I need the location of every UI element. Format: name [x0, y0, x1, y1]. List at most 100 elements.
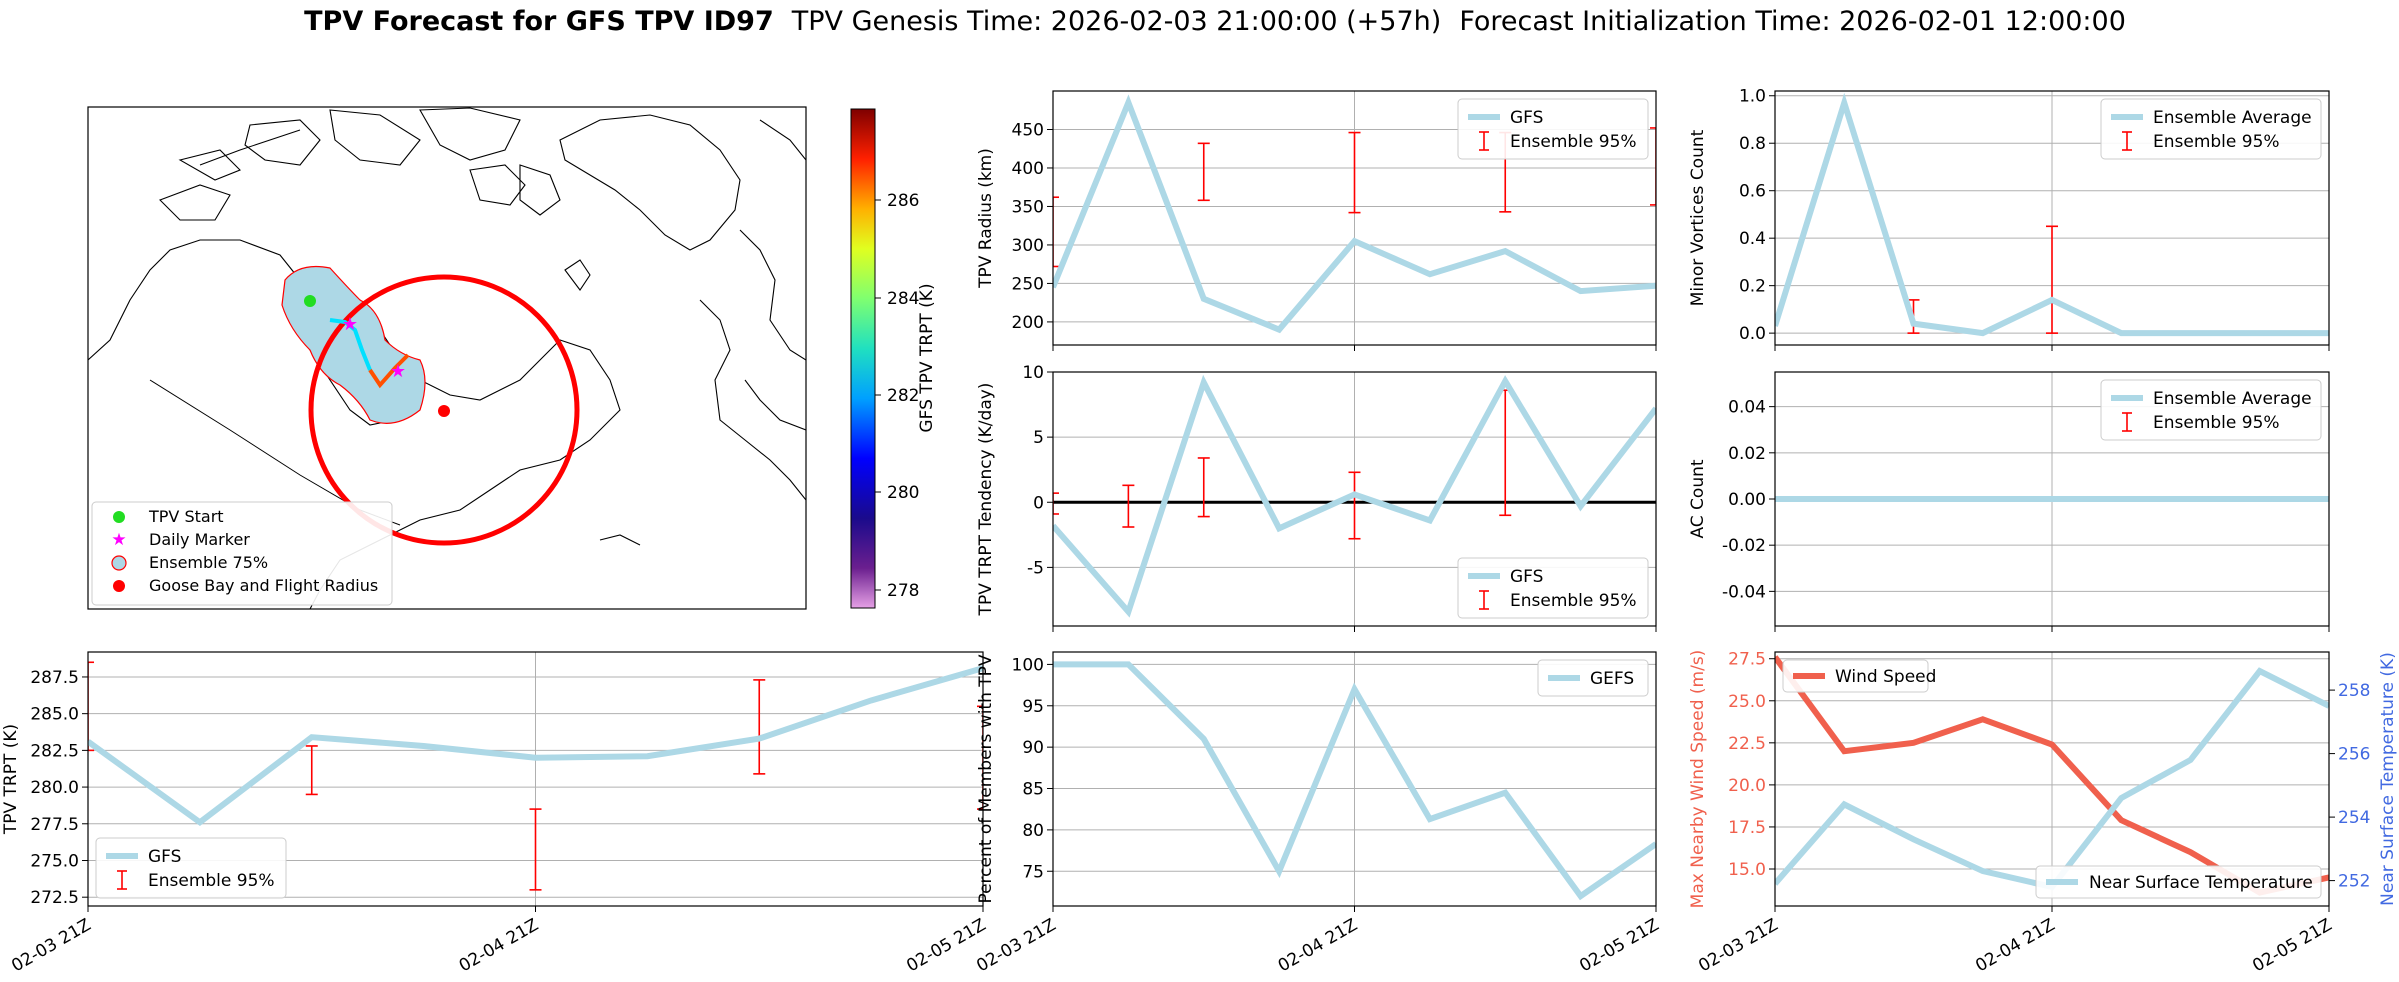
chart-ac: -0.04 -0.02 0.00 0.02 0.04 AC Count Ensemble A…	[1688, 371, 2330, 632]
y-tick-label: 277.5	[30, 815, 79, 835]
legend-box	[2035, 865, 2322, 899]
y-tick-label: 287.5	[30, 668, 79, 688]
ensemble-errorbar	[1053, 492, 1059, 515]
legend: GEFS	[1537, 659, 1649, 697]
y-tick-label: -0.04	[1722, 582, 1766, 602]
title-init: Forecast Initialization Time: 2026-02-01…	[1459, 6, 2126, 37]
data-layer	[1053, 374, 1656, 618]
flight-radius-circle	[308, 274, 580, 546]
legend-label: GFS	[1510, 567, 1543, 587]
y-axis-label: AC Count	[1688, 459, 1708, 538]
legend-box	[2100, 379, 2322, 441]
data-layer	[88, 661, 983, 891]
y-tick-label: 400	[1012, 159, 1044, 179]
legend-errorbar-icon	[117, 870, 127, 890]
legend-daily-marker: Daily Marker	[149, 530, 250, 549]
ensemble-errorbar	[305, 745, 318, 796]
y-tick-label: 20.0	[1728, 776, 1766, 796]
legend-label: Ensemble 95%	[2153, 413, 2280, 433]
plot-frame	[1774, 371, 2330, 627]
legend-goose-bay: Goose Bay and Flight Radius	[149, 576, 378, 595]
ensemble-errorbar	[88, 661, 94, 752]
y-tick-label: 80	[1022, 821, 1044, 841]
y-tick-label: 90	[1022, 738, 1044, 758]
x-tick-label: 02-03 21Z	[973, 915, 1059, 976]
y-tick-label: 5	[1033, 428, 1044, 448]
chart-panels: 200 250 300 350 400 450 TPV Radius (km) GFS Ense…	[1, 87, 2398, 977]
y-tick-label: 0.8	[1739, 134, 1766, 154]
legend-errorbar-icon	[1479, 131, 1489, 151]
plot-frame	[1052, 651, 1657, 907]
y-axis-label: Max Nearby Wind Speed (m/s)	[1688, 650, 1708, 909]
colorbar-label: GFS TPV TRPT (K)	[917, 283, 937, 432]
ensemble-errorbar	[1122, 484, 1135, 528]
y-tick-label: 282.5	[30, 741, 79, 761]
y-tick-label: 0.00	[1728, 490, 1766, 510]
y-tick-label: 275.0	[30, 851, 79, 871]
legend-temp: Near Surface Temperature	[2035, 865, 2322, 899]
y-tick-label: 22.5	[1728, 734, 1766, 754]
y-right-tick-label: 252	[2338, 872, 2370, 892]
colorbar-tick: 280	[887, 483, 919, 503]
y-tick-label: 350	[1012, 197, 1044, 217]
legend-label: Ensemble 95%	[1510, 132, 1637, 152]
x-tick-label: 02-04 21Z	[1972, 915, 2058, 976]
tpv-start-marker	[304, 295, 316, 307]
legend: Ensemble Average Ensemble 95%	[2100, 98, 2322, 160]
legend-box	[1782, 659, 1929, 693]
chart-members: 75 80 85 90 95 100 Percent of Members with TPV…	[973, 651, 1663, 976]
plot-frame	[1052, 371, 1657, 627]
y-tick-label: 0.02	[1728, 444, 1766, 464]
y-tick-label: 450	[1012, 120, 1044, 140]
x-tick-label: 02-05 21Z	[2249, 915, 2335, 976]
legend-label: Ensemble Average	[2153, 389, 2312, 409]
chart-tendency: -5 0 5 10 TPV TRPT Tendency (K/day) GFS Ensemb…	[976, 363, 1657, 632]
chart-trpt: 272.5 275.0 277.5 280.0 282.5 285.0 287.5 TPV T…	[1, 651, 990, 976]
goose-bay-marker	[438, 405, 450, 417]
ensemble-errorbar	[2046, 225, 2058, 334]
y-tick-label: 0	[1033, 493, 1044, 513]
legend-label: Near Surface Temperature	[2089, 873, 2313, 893]
green-dot-icon	[113, 511, 125, 523]
y-axis-label: Minor Vortices Count	[1688, 129, 1708, 306]
y-tick-label: 300	[1012, 236, 1044, 256]
y-right-tick-label: 258	[2338, 681, 2370, 701]
y-tick-label: 200	[1012, 313, 1044, 333]
y-tick-label: 25.0	[1728, 692, 1766, 712]
plot-frame	[1774, 90, 2330, 346]
x-tick-label: 02-04 21Z	[1275, 915, 1361, 976]
chart-wind: 15.0 17.5 20.0 22.5 25.0 27.5 Max Nearby Wind …	[1688, 650, 2398, 977]
figure-title: TPV Forecast for GFS TPV ID97 TPV Genesis…	[304, 6, 2126, 37]
legend-label: Ensemble Average	[2153, 108, 2312, 128]
colorbar-tick: 284	[887, 289, 919, 309]
map-panel: ★ ★ TPV Start ★ Daily Marker Ensemble 75…	[87, 106, 937, 610]
y-tick-label: 250	[1012, 274, 1044, 294]
y-tick-label: 280.0	[30, 778, 79, 798]
y-right-tick-label: 256	[2338, 745, 2370, 765]
x-tick-label: 02-05 21Z	[1576, 915, 1662, 976]
legend-label: GFS	[148, 847, 181, 867]
y-axis-label: TPV Radius (km)	[976, 148, 996, 289]
y-tick-label: 15.0	[1728, 860, 1766, 880]
y-tick-label: 0.2	[1739, 277, 1766, 297]
y-tick-label: -0.02	[1722, 536, 1766, 556]
legend-ensemble-75: Ensemble 75%	[149, 553, 268, 572]
colorbar-tick: 282	[887, 386, 919, 406]
y-axis-label: Percent of Members with TPV	[976, 654, 996, 903]
y-tick-label: 272.5	[30, 888, 79, 908]
legend-tpv-start: TPV Start	[148, 507, 224, 526]
legend-label: GEFS	[1590, 669, 1634, 689]
y-tick-label: 75	[1022, 862, 1044, 882]
y-tick-label: 100	[1012, 655, 1044, 675]
x-tick-label: 02-03 21Z	[1695, 915, 1781, 976]
ensemble-errorbar	[753, 679, 766, 775]
y-tick-label: 95	[1022, 697, 1044, 717]
x-tick-label: 02-04 21Z	[456, 915, 542, 976]
legend-box	[1537, 659, 1649, 697]
y-right-axis-label: Near Surface Temperature (K)	[2378, 652, 2398, 906]
y-tick-label: -5	[1027, 558, 1044, 578]
legend-label: Ensemble 95%	[148, 871, 275, 891]
map-legend: TPV Start ★ Daily Marker Ensemble 75% Go…	[91, 501, 393, 606]
plot-frame	[87, 651, 984, 907]
